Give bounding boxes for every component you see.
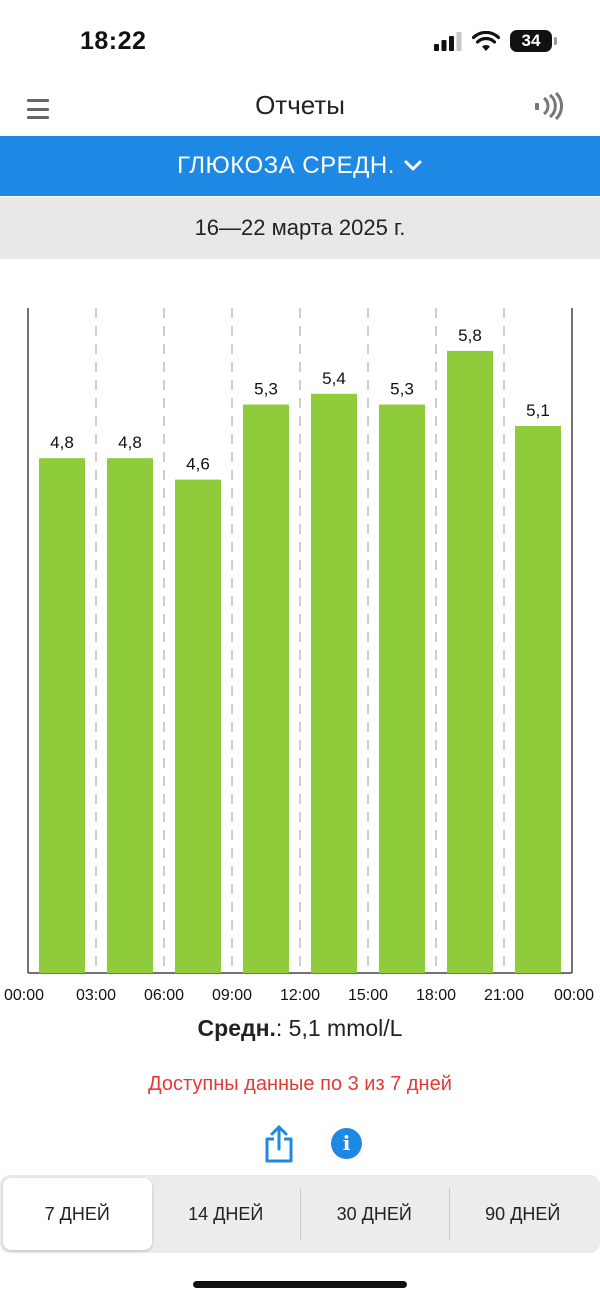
period-selector: 7 ДНЕЙ 14 ДНЕЙ 30 ДНЕЙ 90 ДНЕЙ xyxy=(0,1175,600,1253)
data-label: 4,6 xyxy=(186,455,210,474)
action-row: i xyxy=(0,1124,600,1164)
battery-indicator: 34 xyxy=(510,30,557,52)
x-tick-label: 15:00 xyxy=(348,987,388,1004)
page-title: Отчеты xyxy=(255,90,345,120)
bar xyxy=(39,458,85,974)
data-availability-note: Доступны данные по 3 из 7 дней xyxy=(148,1073,452,1095)
date-range: 16—22 марта 2025 г. xyxy=(0,197,600,259)
bar xyxy=(447,350,493,974)
menu-icon[interactable] xyxy=(27,99,49,119)
bar xyxy=(515,425,561,973)
period-90-days[interactable]: 90 ДНЕЙ xyxy=(448,1178,598,1250)
x-tick-label: 00:00 xyxy=(4,987,44,1004)
data-label: 5,1 xyxy=(526,401,550,420)
nfc-scan-icon[interactable] xyxy=(532,92,566,120)
app-header: Отчеты xyxy=(0,80,600,136)
bar xyxy=(379,404,425,974)
x-tick-label: 06:00 xyxy=(144,987,184,1004)
x-tick-label: 12:00 xyxy=(280,987,320,1004)
average-value: : 5,1 mmol/L xyxy=(275,1015,403,1041)
bar xyxy=(243,404,289,974)
x-tick-label: 03:00 xyxy=(76,987,116,1004)
period-7-days[interactable]: 7 ДНЕЙ xyxy=(3,1178,152,1250)
x-tick-label: 18:00 xyxy=(416,987,456,1004)
x-tick-label: 00:00 xyxy=(554,987,594,1004)
home-indicator xyxy=(193,1281,407,1288)
data-label: 5,4 xyxy=(322,369,346,388)
share-icon[interactable] xyxy=(262,1124,296,1164)
status-time: 18:22 xyxy=(80,27,147,55)
x-tick-label: 09:00 xyxy=(212,987,252,1004)
chevron-down-icon xyxy=(404,160,422,171)
bar xyxy=(311,393,357,973)
glucose-chart: 4,8 4,8 4,6 5,3 5,4 5,3 5,8 5,1 00:00 03:00 06:00 0… xyxy=(0,290,600,1020)
data-label: 4,8 xyxy=(50,433,74,452)
data-label: 4,8 xyxy=(118,433,142,452)
status-bar: 18:22 34 xyxy=(0,0,600,80)
data-label: 5,3 xyxy=(254,380,278,399)
glucose-bar-chart: 4,8 4,8 4,6 5,3 5,4 5,3 5,8 5,1 00:00 03:00 06:00 0… xyxy=(4,308,594,1004)
period-30-days[interactable]: 30 ДНЕЙ xyxy=(300,1178,449,1250)
bar xyxy=(175,479,221,973)
bar xyxy=(107,458,153,974)
average-summary: Средн.: 5,1 mmol/L xyxy=(0,1015,600,1042)
cellular-signal-icon xyxy=(434,32,462,51)
data-label: 5,3 xyxy=(390,380,414,399)
x-tick-label: 21:00 xyxy=(484,987,524,1004)
status-icons: 34 xyxy=(434,27,557,55)
metric-selector-label: ГЛЮКОЗА СРЕДН. xyxy=(177,152,395,179)
average-label: Средн. xyxy=(197,1015,276,1041)
wifi-icon xyxy=(472,30,500,51)
data-label: 5,8 xyxy=(458,326,482,345)
metric-selector[interactable]: ГЛЮКОЗА СРЕДН. xyxy=(0,136,600,196)
info-icon[interactable]: i xyxy=(331,1128,362,1159)
period-14-days[interactable]: 14 ДНЕЙ xyxy=(188,1203,264,1224)
